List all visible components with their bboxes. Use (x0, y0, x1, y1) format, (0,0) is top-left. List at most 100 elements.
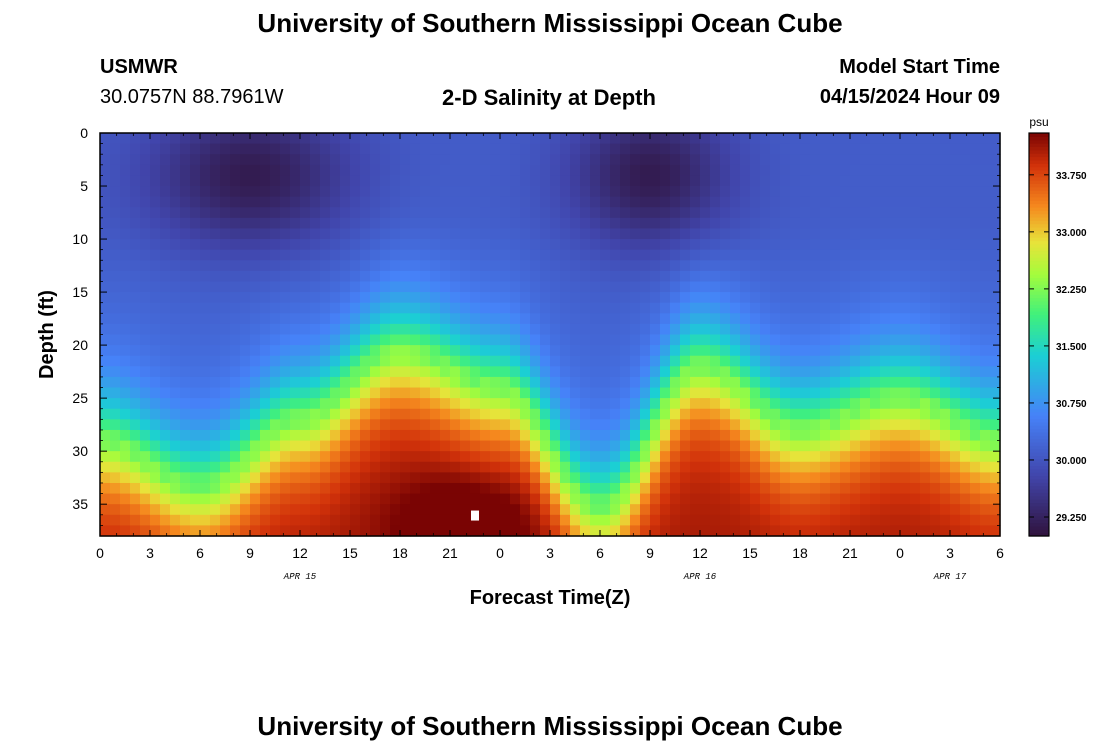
heatmap-cell (920, 493, 931, 505)
heatmap-cell (240, 270, 251, 283)
heatmap-cell (420, 186, 431, 198)
heatmap-cell (610, 228, 621, 240)
heatmap-cell (880, 419, 891, 431)
heatmap-cell (740, 461, 751, 473)
heatmap-cell (280, 345, 291, 357)
heatmap-cell (550, 228, 561, 240)
heatmap-cell (160, 345, 171, 357)
heatmap-cell (240, 504, 251, 516)
heatmap-cell (850, 143, 861, 155)
heatmap-cell (430, 398, 441, 410)
heatmap-cell (260, 493, 271, 505)
heatmap-cell (220, 398, 231, 410)
heatmap-cell (590, 175, 601, 187)
heatmap-cell (200, 207, 211, 219)
heatmap-cell (620, 461, 631, 473)
heatmap-cell (750, 196, 761, 208)
heatmap-cell (450, 451, 461, 463)
heatmap-cell (750, 514, 761, 526)
heatmap-cell (830, 281, 841, 293)
heatmap-cell (330, 355, 341, 367)
heatmap-cell (720, 429, 731, 442)
heatmap-cell (630, 440, 641, 452)
heatmap-cell (980, 366, 991, 378)
heatmap-cell (340, 143, 351, 155)
heatmap-cell (310, 313, 321, 325)
heatmap-cell (580, 217, 591, 230)
heatmap-cell (490, 493, 501, 505)
heatmap-cell (500, 525, 511, 537)
heatmap-cell (680, 323, 691, 336)
heatmap-cell (840, 525, 851, 537)
heatmap-cell (320, 292, 331, 304)
heatmap-cell (500, 387, 511, 399)
heatmap-cell (820, 175, 831, 187)
heatmap-cell (950, 281, 961, 293)
heatmap-cell (760, 334, 771, 346)
heatmap-cell (520, 292, 531, 304)
colorbar-segment (1029, 169, 1049, 174)
heatmap-cell (400, 493, 411, 505)
heatmap-cell (760, 154, 771, 166)
heatmap-cell (270, 186, 281, 198)
heatmap-cell (400, 429, 411, 442)
heatmap-cell (670, 228, 681, 240)
heatmap-cell (880, 281, 891, 293)
heatmap-cell (170, 154, 181, 166)
heatmap-cell (650, 217, 661, 230)
heatmap-cell (190, 514, 201, 526)
heatmap-cell (560, 207, 571, 219)
heatmap-cell (320, 143, 331, 155)
heatmap-cell (510, 217, 521, 230)
heatmap-cell (800, 270, 811, 283)
heatmap-cell (360, 451, 371, 463)
heatmap-cell (290, 461, 301, 473)
heatmap-cell (350, 302, 361, 314)
heatmap-cell (840, 186, 851, 198)
heatmap-cell (910, 239, 921, 251)
heatmap-cell (850, 366, 861, 378)
colorbar-segment (1029, 502, 1049, 507)
heatmap-cell (890, 472, 901, 484)
heatmap-cell (990, 217, 1001, 230)
heatmap-cell (930, 186, 941, 198)
heatmap-cell (970, 260, 981, 272)
heatmap-cell (870, 525, 881, 537)
heatmap-cell (240, 482, 251, 495)
heatmap-cell (750, 186, 761, 198)
heatmap-cell (100, 398, 111, 410)
colorbar-segment (1029, 173, 1049, 178)
heatmap-cell (390, 334, 401, 346)
heatmap-cell (850, 504, 861, 516)
heatmap-cell (450, 323, 461, 336)
y-tick-label: 35 (72, 496, 88, 512)
heatmap-cell (690, 472, 701, 484)
heatmap-cell (170, 366, 181, 378)
heatmap-cell (330, 143, 341, 155)
heatmap-cell (880, 345, 891, 357)
heatmap-cell (980, 196, 991, 208)
heatmap-cell (530, 451, 541, 463)
heatmap-cell (920, 334, 931, 346)
heatmap-cell (350, 408, 361, 420)
heatmap-cell (990, 334, 1001, 346)
heatmap-cell (980, 334, 991, 346)
heatmap-cell (760, 461, 771, 473)
heatmap-cell (870, 355, 881, 367)
y-tick-label: 25 (72, 390, 88, 406)
heatmap-cell (580, 504, 591, 516)
heatmap-cell (820, 217, 831, 230)
heatmap-cell (680, 440, 691, 452)
heatmap-cell (680, 228, 691, 240)
heatmap-cell (340, 186, 351, 198)
heatmap-cell (400, 440, 411, 452)
heatmap-cell (310, 323, 321, 336)
heatmap-cell (520, 398, 531, 410)
heatmap-cell (650, 472, 661, 484)
heatmap-cell (300, 345, 311, 357)
heatmap-cell (980, 260, 991, 272)
heatmap-cell (750, 207, 761, 219)
heatmap-cell (440, 313, 451, 325)
heatmap-cell (700, 376, 711, 389)
colorbar-segment (1029, 488, 1049, 493)
